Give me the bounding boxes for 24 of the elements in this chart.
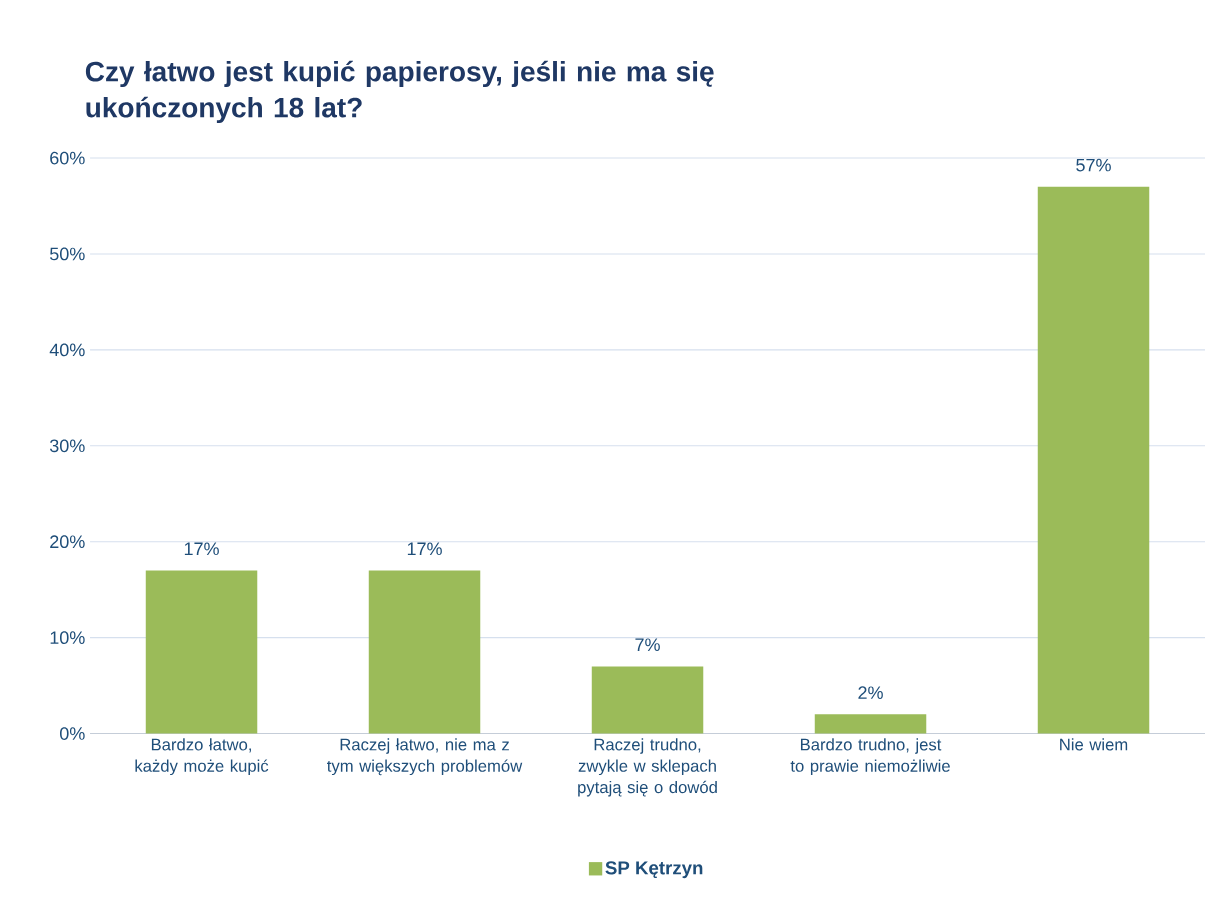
y-tick-label: 50% xyxy=(49,247,85,261)
data-label: 2% xyxy=(858,686,883,699)
y-tick-label: 20% xyxy=(50,535,85,548)
y-tick-label: 30% xyxy=(49,439,85,453)
x-tick-label: Raczej łatwo, nie ma z tym większych problemów xyxy=(327,738,523,776)
chart-title: Czy łatwo jest kupić papierosy, jeśli nie ma się ukończonych 18 lat? xyxy=(85,60,714,123)
bar xyxy=(368,570,481,734)
y-tick-label: 10% xyxy=(50,631,85,644)
legend-label: SP Kętrzyn xyxy=(605,861,703,879)
data-label: 17% xyxy=(407,542,442,555)
bar xyxy=(814,714,927,734)
y-tick-label: 60% xyxy=(50,151,85,165)
data-label: 17% xyxy=(184,542,219,555)
bar xyxy=(145,570,258,734)
bar xyxy=(1037,186,1150,734)
x-tick-label: Raczej trudno, zwykle w sklepach pytają się o dowód xyxy=(578,738,717,797)
x-tick-label: Nie wiem xyxy=(1060,738,1128,751)
y-tick-label: 40% xyxy=(49,343,85,357)
data-label: 57% xyxy=(1076,158,1111,172)
x-tick-label: Bardzo trudno, jest to prawie niemożliwie xyxy=(790,738,950,775)
data-label: 7% xyxy=(635,638,660,651)
bar xyxy=(591,666,704,734)
y-tick-label: 0% xyxy=(60,727,85,740)
x-tick-label: Bardzo łatwo, każdy może kupić xyxy=(135,738,269,775)
